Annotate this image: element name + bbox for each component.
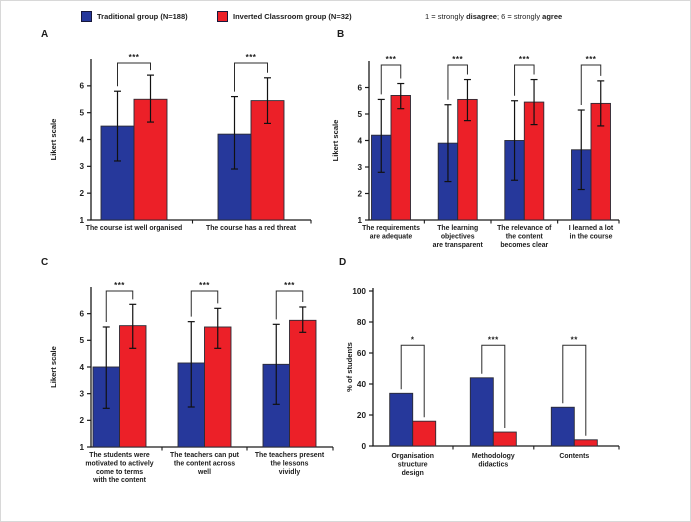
y-tick-label: 0 [361, 442, 366, 451]
bar-inverted [289, 319, 317, 448]
significance-stars: *** [488, 335, 499, 344]
y-tick-label: 1 [357, 216, 362, 225]
significance-bracket [105, 290, 134, 322]
significance-bracket [447, 64, 468, 100]
significance-stars: ** [571, 335, 579, 344]
y-tick-label: 3 [79, 389, 84, 398]
y-tick-label: 3 [79, 162, 84, 171]
scale-note-segment: ; 6 = strongly [496, 12, 543, 21]
panel-label-a: A [41, 29, 49, 40]
y-tick-label: 100 [352, 287, 366, 296]
category-label: Methodology didactics [472, 453, 515, 469]
y-tick-label: 4 [357, 136, 362, 145]
scale-note-segment: 1 = strongly [425, 12, 467, 21]
bar-traditional [550, 406, 575, 447]
significance-stars: * [411, 335, 415, 344]
category-label: The relevance of the content becomes clear [497, 225, 552, 249]
legend-swatch-inverted-classroom-group [217, 11, 228, 22]
significance-stars: *** [246, 53, 257, 62]
category-label: Contents [559, 453, 589, 460]
y-tick-label: 60 [357, 349, 367, 358]
significance-bracket [481, 344, 506, 429]
category-label: The course ist well organised [86, 225, 183, 232]
y-axis-title: Likert scale [331, 120, 340, 162]
legend-swatch-traditional-group [81, 11, 92, 22]
y-tick-label: 1 [79, 216, 84, 225]
y-tick-label: 40 [357, 380, 367, 389]
y-tick-label: 80 [357, 318, 367, 327]
significance-stars: *** [199, 281, 210, 290]
significance-stars: *** [519, 55, 530, 64]
significance-bracket [117, 62, 151, 87]
likert-scale-note: 1 = strongly disagree; 6 = strongly agre… [425, 12, 562, 21]
bar-traditional [389, 392, 414, 447]
y-tick-label: 20 [357, 411, 367, 420]
panel-c-chart: 1 2 3 4 5 6 Likert scale *** *** *** The students … [49, 281, 334, 484]
panel-label-c: C [41, 257, 49, 268]
category-label: I learned a lot in the course [569, 225, 614, 240]
significance-bracket [380, 64, 402, 95]
panel-label-d: D [339, 257, 347, 268]
y-axis-title: Likert scale [49, 346, 58, 388]
y-tick-label: 2 [357, 189, 362, 198]
scale-note-agree: agree [542, 12, 563, 21]
legend-label-inverted-classroom-group: Inverted Classroom group (N=32) [233, 12, 352, 21]
y-tick-label: 4 [79, 135, 84, 144]
legend-label-traditional-group: Traditional group (N=188) [97, 12, 188, 21]
y-tick-label: 5 [79, 108, 84, 117]
significance-bracket [275, 290, 304, 320]
y-tick-label: 6 [357, 83, 362, 92]
panel-a-chart: 1 2 3 4 5 6 Likert scale *** *** The course ist w… [49, 53, 312, 232]
significance-stars: *** [386, 55, 397, 64]
y-tick-label: 6 [79, 82, 84, 91]
panel-b-chart: 1 2 3 4 5 6 Likert scale *** *** *** *** The requir… [331, 55, 620, 249]
y-tick-label: 3 [357, 163, 362, 172]
significance-bracket [400, 344, 425, 418]
y-tick-label: 5 [357, 110, 362, 119]
category-label: The teachers can put the content across we… [170, 452, 240, 476]
category-label: Organisation structure design [391, 453, 434, 477]
bar-inverted [412, 420, 437, 447]
category-label: The requirements are adequate [362, 225, 420, 240]
significance-bracket [190, 290, 219, 317]
y-tick-label: 2 [79, 416, 84, 425]
y-tick-label: 6 [79, 309, 84, 318]
category-label: The course has a red threat [206, 225, 297, 232]
y-tick-label: 1 [79, 443, 84, 452]
bar-inverted [492, 431, 517, 447]
significance-stars: *** [129, 53, 140, 62]
y-tick-label: 2 [79, 189, 84, 198]
y-tick-label: 4 [79, 363, 84, 372]
significance-bracket [514, 64, 535, 96]
category-label: The learning objectives are transparent [433, 225, 484, 249]
significance-stars: *** [452, 55, 463, 64]
y-axis-title: % of students [345, 342, 354, 392]
bar-traditional [469, 377, 494, 447]
y-tick-label: 5 [79, 336, 84, 345]
bar-inverted [390, 94, 411, 221]
significance-stars: *** [114, 281, 125, 290]
bar-inverted [573, 439, 598, 447]
significance-stars: *** [586, 55, 597, 64]
category-label: The students were motivated to actively co… [85, 452, 153, 484]
y-axis-title: Likert scale [49, 119, 58, 161]
significance-stars: *** [284, 281, 295, 290]
scale-note-disagree: disagree [466, 12, 497, 21]
significance-bracket [562, 344, 587, 436]
panel-label-b: B [337, 29, 345, 40]
significance-bracket [234, 62, 268, 92]
category-label: The teachers present the lessons vividly [255, 452, 325, 476]
significance-bracket [580, 64, 602, 106]
